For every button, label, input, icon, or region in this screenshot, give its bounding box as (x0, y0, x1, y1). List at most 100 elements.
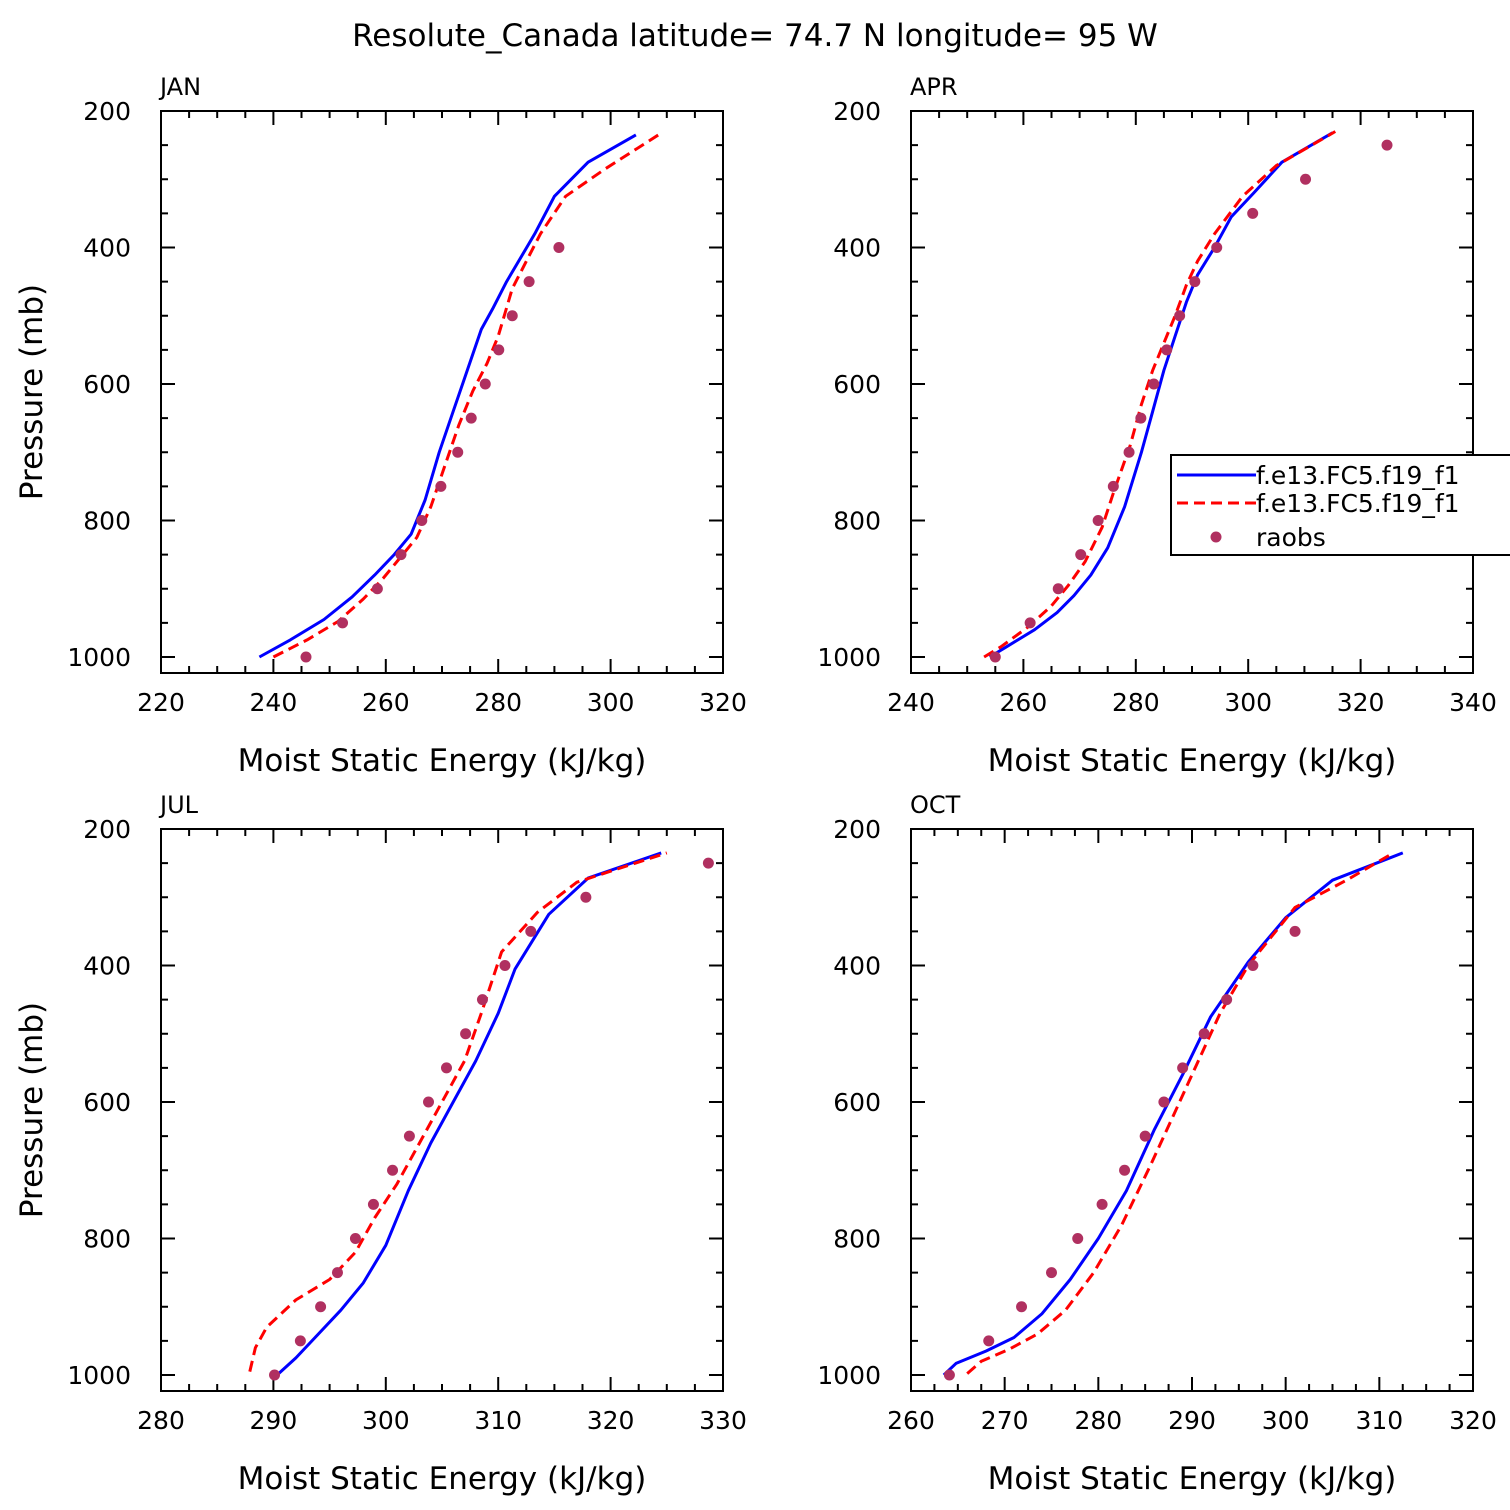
legend-marker-raobs (1210, 531, 1222, 543)
x-tick-label: 290 (1168, 1406, 1216, 1435)
x-tick-label: 280 (137, 1406, 185, 1435)
raobs-point (1381, 139, 1393, 151)
panel-label: JUL (158, 791, 199, 819)
plot-frame (910, 828, 1474, 1392)
legend-label: f.e13.FC5.f19_f1 (1256, 461, 1460, 490)
x-tick-label: 320 (699, 688, 747, 717)
x-tick-label: 340 (1449, 688, 1497, 717)
x-tick-label: 300 (1262, 1406, 1310, 1435)
y-tick-label: 1000 (817, 1361, 881, 1390)
raobs-point (1148, 378, 1160, 390)
raobs-point (1300, 173, 1312, 185)
y-tick-label: 1000 (817, 643, 881, 672)
raobs-point (1211, 242, 1223, 253)
raobs-point (1139, 1130, 1151, 1142)
y-tick-label: 1000 (67, 1361, 131, 1390)
raobs-point (367, 1198, 379, 1210)
raobs-point (493, 344, 505, 356)
y-axis-label: Pressure (mb) (14, 1002, 50, 1218)
panel-label: JAN (158, 73, 201, 101)
raobs-point (1075, 549, 1087, 561)
y-tick-label: 600 (833, 370, 881, 399)
y-tick-label: 400 (833, 952, 881, 981)
raobs-point (1161, 344, 1173, 356)
raobs-point (580, 891, 592, 903)
raobs-point (1123, 446, 1135, 458)
y-tick-label: 600 (83, 1088, 131, 1117)
raobs-point (479, 378, 491, 390)
raobs-point (460, 1028, 472, 1040)
raobs-point (1198, 1028, 1210, 1040)
plot-frame (160, 828, 724, 1392)
raobs-point (523, 276, 535, 288)
raobs-point (1289, 925, 1301, 937)
plot-frame (160, 110, 724, 674)
raobs-point (1177, 1062, 1189, 1074)
panel-jan: JAN 220 240 260 280 300 320 200 400 600 800 1000 Moi… (14, 73, 747, 779)
figure-title: Resolute_Canada latitude= 74.7 N longitu… (352, 18, 1158, 54)
raobs-point (315, 1301, 327, 1313)
raobs-point (989, 651, 1001, 663)
raobs-point (1135, 412, 1147, 424)
x-axis-label: Moist Static Energy (kJ/kg) (988, 1461, 1397, 1497)
x-tick-label: 220 (137, 688, 185, 717)
raobs-point (349, 1233, 361, 1244)
x-tick-label: 280 (1112, 688, 1160, 717)
x-tick-label: 240 (250, 688, 298, 717)
raobs-point (1174, 310, 1186, 322)
x-tick-label: 310 (474, 1406, 522, 1435)
raobs-point (1107, 480, 1119, 492)
raobs-point (337, 617, 349, 629)
raobs-point (1052, 583, 1064, 595)
raobs-point (452, 446, 464, 458)
x-tick-label: 300 (1224, 688, 1272, 717)
raobs-point (465, 412, 477, 424)
x-tick-label: 260 (362, 688, 410, 717)
panel-label: APR (910, 73, 958, 101)
y-tick-label: 1000 (67, 643, 131, 672)
raobs-point (476, 994, 488, 1006)
model-line-red-dashed (248, 851, 668, 1372)
x-tick-label: 300 (362, 1406, 410, 1435)
x-tick-label: 240 (887, 688, 935, 717)
raobs-point (943, 1369, 955, 1381)
panel-oct: OCT 260 270 280 290 300 310 320 200 400 600 800 1000… (817, 791, 1496, 1497)
raobs-point (1189, 276, 1201, 288)
x-tick-label: 330 (699, 1406, 747, 1435)
y-axis-label: Pressure (mb) (14, 284, 50, 500)
raobs-point (1247, 960, 1259, 971)
panel-jul: JUL 280 290 300 310 320 330 200 400 600 800 1000 Moi… (14, 791, 747, 1497)
y-tick-label: 600 (83, 370, 131, 399)
raobs-point (1096, 1198, 1108, 1210)
model-line-blue (988, 131, 1334, 659)
raobs-point (435, 480, 447, 492)
legend-label: f.e13.FC5.f19_f1 (1256, 489, 1460, 518)
model-line-red-dashed (983, 130, 1337, 659)
x-tick-label: 260 (887, 1406, 935, 1435)
raobs-point (1016, 1301, 1028, 1313)
raobs-point (416, 515, 428, 526)
raobs-point (1247, 207, 1259, 219)
raobs-point (371, 583, 383, 595)
raobs-point (553, 242, 565, 253)
raobs-point (403, 1130, 415, 1142)
raobs-point (331, 1267, 343, 1279)
model-line-blue (274, 851, 662, 1378)
raobs-point (1046, 1267, 1057, 1279)
legend-label: raobs (1256, 523, 1326, 552)
raobs-point (395, 549, 407, 561)
x-axis-label: Moist Static Energy (kJ/kg) (988, 743, 1397, 779)
y-tick-label: 200 (833, 97, 881, 126)
y-tick-label: 800 (83, 1225, 131, 1254)
y-tick-label: 200 (833, 815, 881, 844)
x-tick-label: 280 (474, 688, 522, 717)
raobs-point (1158, 1096, 1170, 1108)
x-axis-label: Moist Static Energy (kJ/kg) (238, 743, 647, 779)
model-line-red-dashed (272, 133, 660, 659)
raobs-point (300, 651, 312, 663)
x-tick-label: 290 (250, 1406, 298, 1435)
x-tick-label: 300 (587, 688, 635, 717)
y-tick-label: 800 (833, 507, 881, 536)
